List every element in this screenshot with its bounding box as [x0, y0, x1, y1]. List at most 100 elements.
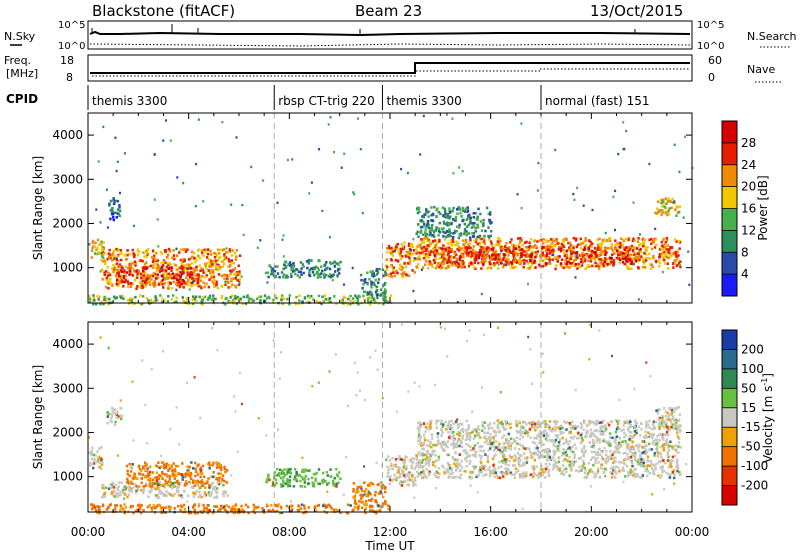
- range-time-cell: [580, 448, 584, 452]
- range-time-cell: [614, 189, 617, 193]
- range-time-cell: [172, 469, 175, 472]
- range-time-cell: [425, 208, 428, 211]
- range-time-cell: [216, 286, 220, 290]
- range-time-cell: [375, 269, 378, 272]
- range-time-cell: [622, 424, 625, 427]
- range-time-cell: [156, 465, 159, 468]
- range-time-cell: [501, 450, 504, 454]
- range-time-cell: [190, 284, 193, 288]
- range-time-cell: [116, 254, 119, 258]
- range-time-cell: [569, 427, 572, 430]
- range-time-cell: [623, 421, 626, 424]
- range-time-cell: [107, 287, 110, 290]
- range-time-cell: [293, 477, 296, 481]
- range-time-cell: [223, 490, 227, 493]
- range-time-cell: [673, 201, 676, 205]
- range-time-cell: [375, 285, 379, 289]
- range-time-cell: [469, 216, 472, 220]
- range-time-cell: [310, 294, 313, 298]
- range-time-cell: [386, 475, 389, 478]
- range-time-cell: [101, 260, 105, 263]
- range-time-cell: [129, 265, 132, 269]
- range-time-cell: [579, 242, 582, 246]
- cpid-segments: themis 3300 rbsp CT-trig 220 themis 3300 no…: [92, 85, 649, 110]
- range-time-cell: [554, 422, 557, 426]
- range-time-cell: [105, 297, 109, 301]
- range-time-cell: [144, 484, 147, 487]
- range-time-cell: [636, 240, 640, 243]
- range-time-cell: [566, 264, 569, 268]
- range-time-cell: [288, 480, 292, 484]
- range-time-cell: [117, 259, 120, 262]
- range-time-cell: [543, 263, 546, 266]
- range-time-cell: [448, 222, 451, 225]
- range-time-cell: [650, 247, 654, 251]
- range-time-cell: [580, 450, 584, 453]
- range-time-cell: [199, 469, 203, 472]
- range-time-cell: [642, 458, 645, 461]
- range-time-cell: [290, 272, 293, 276]
- range-time-cell: [448, 260, 452, 264]
- colorbar-tick-label: 16: [741, 202, 756, 216]
- range-time-cell: [276, 473, 279, 477]
- range-time-cell: [446, 234, 450, 238]
- range-time-cell: [384, 290, 388, 293]
- range-time-cell: [420, 219, 423, 222]
- range-time-cell: [619, 241, 622, 245]
- range-time-cell: [463, 250, 466, 254]
- range-time-cell: [175, 464, 178, 468]
- range-time-cell: [120, 252, 123, 255]
- range-time-cell: [514, 257, 517, 260]
- range-time-cell: [617, 152, 620, 156]
- range-time-cell: [353, 193, 356, 196]
- range-time-cell: [627, 471, 630, 474]
- range-time-cell: [302, 271, 305, 275]
- range-time-cell: [321, 479, 324, 482]
- range-time-cell: [592, 249, 595, 253]
- range-time-cell: [550, 249, 554, 253]
- range-time-cell: [92, 466, 95, 470]
- range-time-cell: [104, 262, 107, 265]
- range-time-cell: [522, 265, 525, 269]
- range-time-cell: [510, 473, 514, 476]
- range-time-cell: [217, 256, 221, 260]
- range-time-cell: [218, 252, 221, 255]
- range-time-cell: [526, 262, 530, 265]
- range-time-cell: [188, 281, 191, 284]
- range-time-cell: [162, 272, 165, 276]
- range-time-cell: [131, 248, 134, 252]
- range-time-cell: [651, 423, 655, 426]
- range-time-cell: [463, 222, 467, 226]
- range-time-cell: [400, 272, 403, 276]
- range-time-cell: [180, 264, 184, 268]
- range-time-cell: [677, 254, 680, 257]
- range-time-cell: [265, 296, 269, 300]
- range-time-cell: [588, 468, 591, 472]
- range-time-cell: [377, 492, 381, 495]
- range-time-cell: [196, 484, 199, 487]
- range-time-cell: [422, 114, 425, 118]
- range-time-cell: [170, 464, 173, 468]
- range-time-cell: [376, 271, 380, 274]
- range-time-cell: [194, 204, 197, 208]
- range-time-cell: [526, 267, 530, 270]
- range-time-cell: [593, 251, 596, 254]
- range-time-cell: [472, 428, 475, 432]
- range-time-cell: [466, 231, 469, 235]
- range-time-cell: [474, 230, 477, 233]
- range-time-cell: [443, 207, 446, 211]
- range-time-cell: [342, 295, 346, 299]
- range-time-cell: [603, 446, 606, 450]
- range-time-cell: [598, 237, 601, 241]
- range-time-cell: [151, 282, 155, 285]
- range-time-cell: [637, 446, 640, 450]
- range-time-cell: [136, 248, 140, 251]
- range-time-cell: [409, 254, 412, 257]
- range-time-cell: [177, 282, 180, 286]
- range-time-cell: [129, 285, 132, 288]
- range-time-cell: [546, 423, 549, 427]
- range-time-cell: [448, 246, 451, 250]
- range-time-cell: [665, 236, 668, 240]
- noise-search-trace: [89, 43, 691, 47]
- range-time-cell: [107, 252, 110, 255]
